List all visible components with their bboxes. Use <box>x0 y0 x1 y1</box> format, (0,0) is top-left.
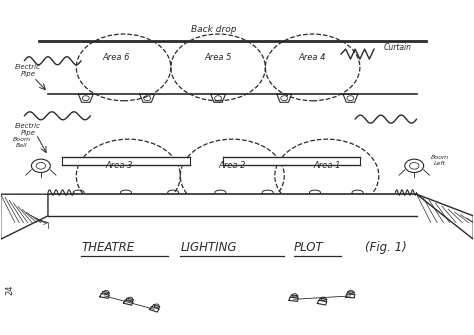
Text: Boom
Ball: Boom Ball <box>12 137 31 148</box>
Text: Area 5: Area 5 <box>204 53 232 62</box>
Text: Curtain: Curtain <box>383 43 411 52</box>
Text: Electric
Pipe: Electric Pipe <box>15 64 41 77</box>
Text: THEATRE: THEATRE <box>81 241 134 254</box>
Text: Area 2: Area 2 <box>219 161 246 170</box>
Text: Back drop: Back drop <box>191 25 236 34</box>
Text: Area 3: Area 3 <box>105 161 133 170</box>
Text: LIGHTING: LIGHTING <box>180 241 237 254</box>
Text: Area 1: Area 1 <box>313 161 340 170</box>
Text: Area 4: Area 4 <box>299 53 327 62</box>
Text: PLOT: PLOT <box>294 241 323 254</box>
Text: (Fig. 1): (Fig. 1) <box>365 241 406 254</box>
Polygon shape <box>0 194 48 239</box>
Text: 24: 24 <box>5 284 14 294</box>
Polygon shape <box>417 194 474 239</box>
Text: Boom
Left: Boom Left <box>431 155 449 166</box>
Text: Electric
Pipe: Electric Pipe <box>15 123 41 136</box>
Text: Area 6: Area 6 <box>103 53 130 62</box>
